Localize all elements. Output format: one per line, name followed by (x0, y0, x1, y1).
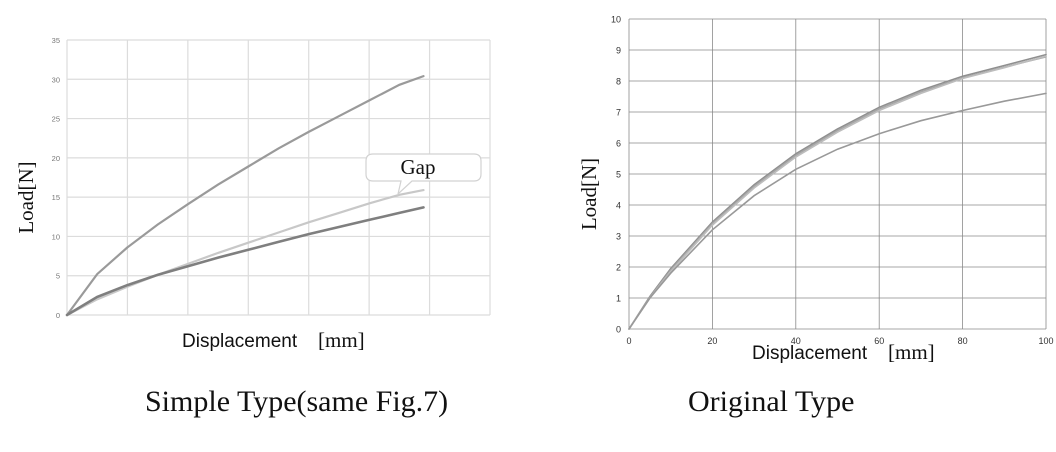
right-series-line (628, 56, 1047, 330)
right-ytick-label: 9 (616, 46, 621, 56)
left-xunit: [mm] (318, 328, 365, 352)
right-series-line (628, 92, 1047, 330)
right-xtick-label: 20 (707, 336, 717, 346)
right-ylabel: Load[N] (577, 158, 601, 230)
caption-simple-type: Simple Type(same Fig.7) (145, 385, 449, 418)
left-series-line (65, 206, 425, 317)
right-xunit: [mm] (888, 340, 935, 364)
left-series-line (65, 189, 425, 317)
left-series-line (65, 75, 425, 317)
right-ytick-label: 5 (616, 170, 621, 180)
left-ytick-label: 30 (52, 75, 60, 84)
left-ylabel: Load[N] (14, 161, 38, 233)
right-series-line (628, 53, 1047, 330)
gap-annotation: Gap (401, 155, 436, 179)
right-xtick-label: 60 (874, 336, 884, 346)
right-ytick-label: 3 (616, 232, 621, 242)
left-xlabel: Displacement (182, 331, 298, 352)
left-ytick-label: 10 (52, 232, 60, 241)
caption-original-type: Original Type (688, 385, 855, 418)
right-xtick-label: 100 (1038, 336, 1053, 346)
left-ytick-label: 25 (52, 115, 60, 124)
right-xtick-label: 40 (791, 336, 801, 346)
gap-callout-box (365, 153, 482, 196)
right-xtick-label: 0 (626, 336, 631, 346)
right-ytick-label: 7 (616, 108, 621, 118)
right-ytick-label: 6 (616, 139, 621, 149)
left-ytick-label: 0 (56, 311, 60, 320)
left-ytick-label: 35 (52, 36, 60, 45)
right-ytick-label: 4 (616, 201, 621, 211)
right-ytick-label: 1 (616, 294, 621, 304)
right-series-line (628, 55, 1047, 330)
right-ytick-label: 8 (616, 77, 621, 87)
right-ytick-label: 2 (616, 263, 621, 273)
left-ytick-label: 20 (52, 154, 60, 163)
right-ytick-label: 0 (616, 325, 621, 335)
left-ytick-label: 5 (56, 272, 60, 281)
left-ytick-label: 15 (52, 193, 60, 202)
right-xlabel: Displacement (752, 343, 868, 364)
right-xtick-label: 80 (958, 336, 968, 346)
right-ytick-label: 10 (611, 15, 621, 25)
